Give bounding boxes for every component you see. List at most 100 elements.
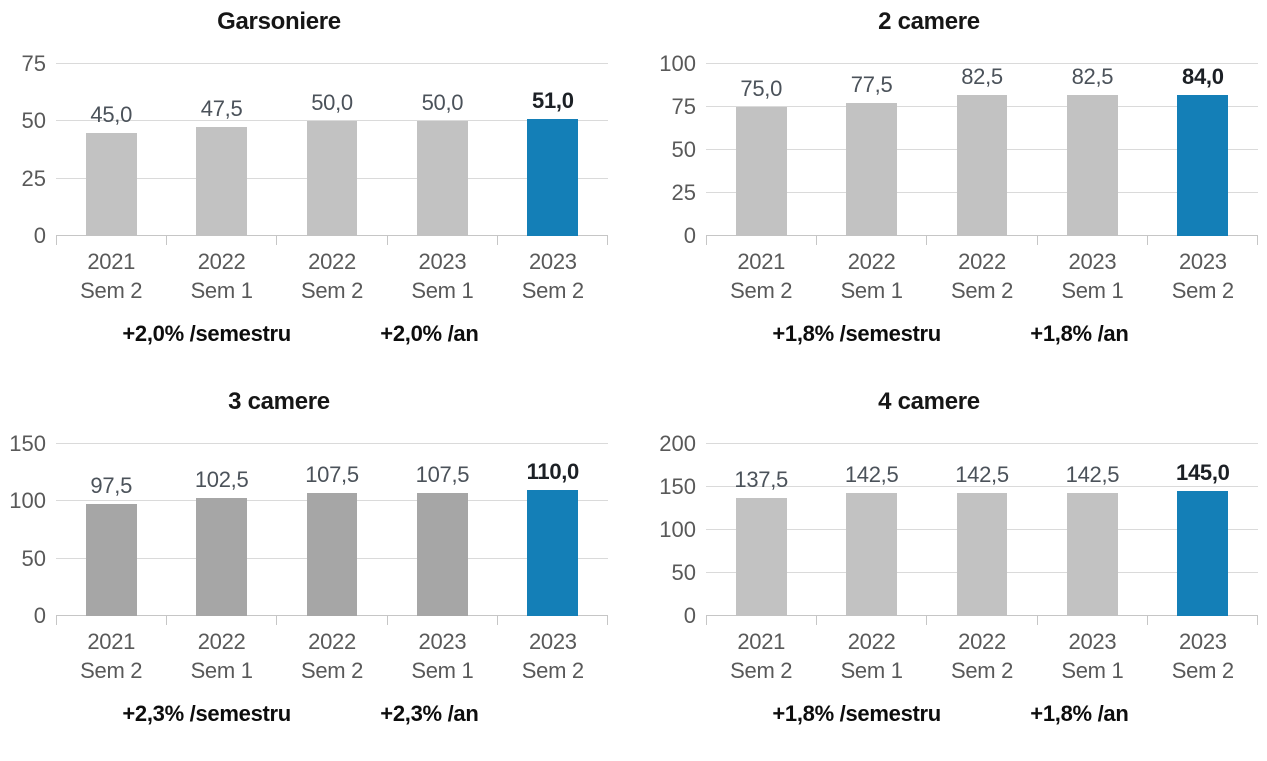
growth-per-year-label: +2,3% /an <box>380 701 479 727</box>
x-axis-tick <box>706 236 816 245</box>
bar-chart-4-camere: 4 camere 0 50 100 150 200 137,5 142,5 142,5 142… <box>658 384 1260 756</box>
chart-title: 2 camere <box>878 8 980 35</box>
bar-2021-sem-2 <box>85 504 137 616</box>
bar-cell: 50,0 <box>387 64 497 236</box>
category-year: 2021 <box>87 249 136 274</box>
category-semester: Sem 2 <box>950 277 1014 303</box>
y-axis-tick-label: 0 <box>33 603 46 628</box>
x-axis-category-label: 2023 Sem 2 <box>498 628 608 685</box>
y-gridline <box>56 443 608 444</box>
y-axis-tick-label: 75 <box>21 51 46 76</box>
y-gridline <box>56 63 608 64</box>
x-axis-tick <box>56 236 166 245</box>
growth-per-year-label: +1,8% /an <box>1030 701 1129 727</box>
x-axis-category-label: 2022 Sem 2 <box>277 628 387 685</box>
category-year: 2023 <box>528 249 577 274</box>
x-axis-category-label: 2023 Sem 2 <box>1148 628 1258 685</box>
annotation-row: +2,3% /semestru +2,3% /an <box>8 701 610 731</box>
x-axis-tick <box>386 616 497 625</box>
plot-area: 137,5 142,5 142,5 142,5 145,0 <box>706 443 1258 616</box>
bar-chart-garsoniere: Garsoniere 0 25 50 75 45,0 47,5 50,0 50,0 51,0 … <box>8 4 610 376</box>
y-gridline <box>706 63 1258 64</box>
category-year: 2023 <box>418 629 467 654</box>
bar-value-label: 50,0 <box>311 90 353 116</box>
annotation-row: +1,8% /semestru +1,8% /an <box>658 701 1260 731</box>
category-year: 2022 <box>308 629 356 654</box>
x-axis-ticks <box>56 236 609 245</box>
bar-2023-sem-2 <box>1177 491 1229 616</box>
y-gridline <box>56 120 608 122</box>
growth-per-year-label: +2,0% /an <box>380 321 479 347</box>
x-axis-labels: 2021 Sem 2 2022 Sem 1 2022 Sem 2 2023 Sem 1 2023… <box>56 628 608 685</box>
bar-2021-sem-2 <box>735 107 787 236</box>
category-semester: Sem 2 <box>1171 657 1234 683</box>
bar-2022-sem-2 <box>306 492 358 616</box>
bar-2022-sem-1 <box>846 493 897 616</box>
x-axis-category-label: 2023 Sem 1 <box>387 628 497 685</box>
bar-cell: 50,0 <box>277 64 387 236</box>
growth-per-semester-label: +2,0% /semestru <box>122 321 291 347</box>
plot-area: 45,0 47,5 50,0 50,0 51,0 <box>56 63 608 236</box>
y-axis-tick-label: 150 <box>659 474 696 499</box>
x-axis-tick <box>166 616 276 625</box>
bars-group: 45,0 47,5 50,0 50,0 51,0 <box>56 64 608 236</box>
category-year: 2023 <box>1178 249 1227 274</box>
y-axis-tick-label: 25 <box>671 180 696 205</box>
x-axis-category-label: 2021 Sem 2 <box>706 628 816 685</box>
x-axis-tick <box>166 236 276 245</box>
bar-value-label: 107,5 <box>305 461 359 487</box>
growth-per-year-label: +1,8% /an <box>1030 321 1129 347</box>
growth-per-semester-label: +2,3% /semestru <box>122 701 291 727</box>
x-axis-tick <box>926 236 1036 245</box>
x-axis-tick <box>1146 616 1259 625</box>
bar-chart-3-camere: 3 camere 0 50 100 150 97,5 102,5 107,5 107,5 11… <box>8 384 610 756</box>
x-axis-category-label: 2023 Sem 2 <box>1148 248 1258 305</box>
bar-2022-sem-2 <box>956 493 1008 616</box>
y-axis: 0 25 50 75 100 <box>658 53 706 247</box>
x-axis-tick <box>1036 236 1147 245</box>
category-year: 2021 <box>737 249 786 274</box>
y-axis-tick-label: 150 <box>9 431 46 456</box>
x-axis-tick <box>276 236 386 245</box>
bar-value-label: 82,5 <box>1071 64 1114 89</box>
plot-area: 75,0 77,5 82,5 82,5 84,0 <box>706 63 1258 236</box>
bar-2021-sem-2 <box>735 497 787 616</box>
y-axis-tick-label: 50 <box>21 545 46 571</box>
category-semester: Sem 2 <box>730 657 793 683</box>
bar-value-label: 77,5 <box>850 71 893 97</box>
bar-2023-sem-1 <box>1067 493 1118 616</box>
y-gridline <box>706 486 1258 487</box>
bar-2023-sem-2 <box>527 489 579 616</box>
y-axis-tick-label: 50 <box>671 137 696 162</box>
category-year: 2022 <box>308 249 356 274</box>
x-axis-tick <box>276 616 386 625</box>
category-year: 2022 <box>197 629 246 654</box>
category-semester: Sem 1 <box>190 277 253 303</box>
x-axis-category-label: 2022 Sem 1 <box>816 248 926 305</box>
category-year: 2023 <box>418 249 467 274</box>
x-axis-labels: 2021 Sem 2 2022 Sem 1 2022 Sem 2 2023 Sem 1 2023… <box>706 248 1258 305</box>
bar-2023-sem-2 <box>1177 95 1229 236</box>
y-axis-tick-label: 75 <box>671 94 696 119</box>
y-axis-tick-label: 100 <box>659 51 696 76</box>
y-axis-tick-label: 50 <box>671 560 696 585</box>
bar-value-label: 102,5 <box>194 467 249 493</box>
x-axis-ticks <box>706 616 1259 625</box>
bar-value-label: 142,5 <box>1065 462 1120 488</box>
bar-cell: 77,5 <box>816 64 926 236</box>
category-semester: Sem 1 <box>840 277 903 303</box>
category-semester: Sem 2 <box>730 277 793 303</box>
y-axis-tick-label: 100 <box>659 517 696 542</box>
bar-cell: 47,5 <box>166 64 276 236</box>
x-axis-tick <box>386 236 497 245</box>
bar-2022-sem-1 <box>196 127 247 236</box>
x-axis-category-label: 2022 Sem 2 <box>927 628 1037 685</box>
bar-2022-sem-1 <box>196 498 247 616</box>
bar-value-label: 110,0 <box>526 458 580 484</box>
category-year: 2021 <box>737 629 786 654</box>
bar-value-label: 145,0 <box>1176 460 1230 486</box>
y-axis-tick-label: 0 <box>683 223 696 248</box>
x-axis-category-label: 2023 Sem 1 <box>1037 248 1147 305</box>
bar-2022-sem-1 <box>846 102 897 236</box>
category-year: 2022 <box>847 249 896 274</box>
